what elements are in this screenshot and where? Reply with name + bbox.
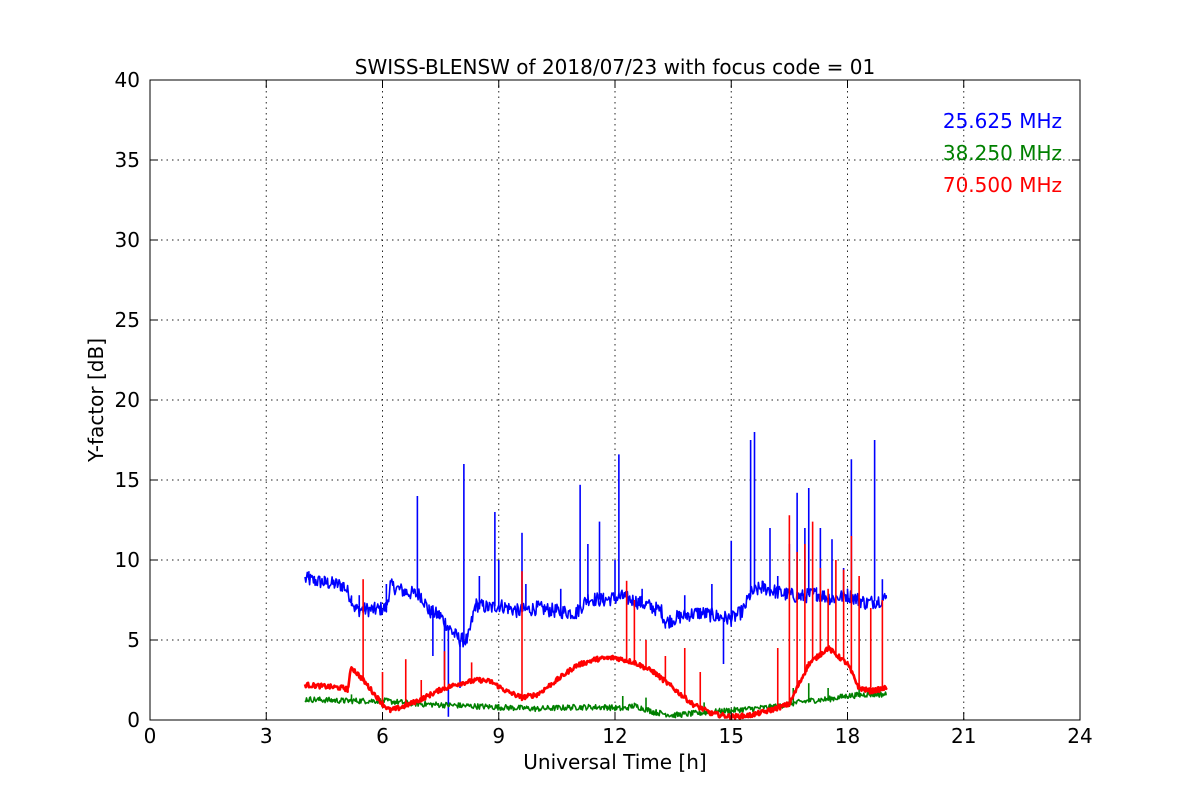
x-tick-label: 21 [951,724,976,748]
y-tick-label: 20 [115,388,140,412]
grid [150,80,1080,720]
y-tick-label: 5 [127,628,140,652]
plot-area [303,432,888,721]
x-tick-label: 15 [719,724,744,748]
axis-ticks: 0 3 6 9 12 15 18 21 24 0 5 10 15 20 25 30 35 40 [115,68,1093,748]
y-tick-label: 30 [115,228,140,252]
legend: 25.625 MHz 38.250 MHz 70.500 MHz [943,109,1062,197]
x-tick-label: 18 [835,724,860,748]
x-tick-label: 12 [602,724,627,748]
x-tick-label: 9 [492,724,505,748]
legend-entry-3: 70.500 MHz [943,173,1062,197]
y-tick-label: 35 [115,148,140,172]
legend-entry-1: 25.625 MHz [943,109,1062,133]
x-axis-label: Universal Time [h] [523,750,706,774]
y-tick-label: 15 [115,468,140,492]
y-axis-label: Y-factor [dB] [84,338,108,463]
x-tick-label: 0 [144,724,157,748]
x-tick-label: 3 [260,724,273,748]
y-tick-label: 0 [127,708,140,732]
x-tick-label: 6 [376,724,389,748]
y-tick-label: 40 [115,68,140,92]
x-tick-label: 24 [1067,724,1092,748]
legend-entry-2: 38.250 MHz [943,141,1062,165]
y-tick-label: 25 [115,308,140,332]
y-tick-label: 10 [115,548,140,572]
chart-title: SWISS-BLENSW of 2018/07/23 with focus co… [355,55,876,79]
